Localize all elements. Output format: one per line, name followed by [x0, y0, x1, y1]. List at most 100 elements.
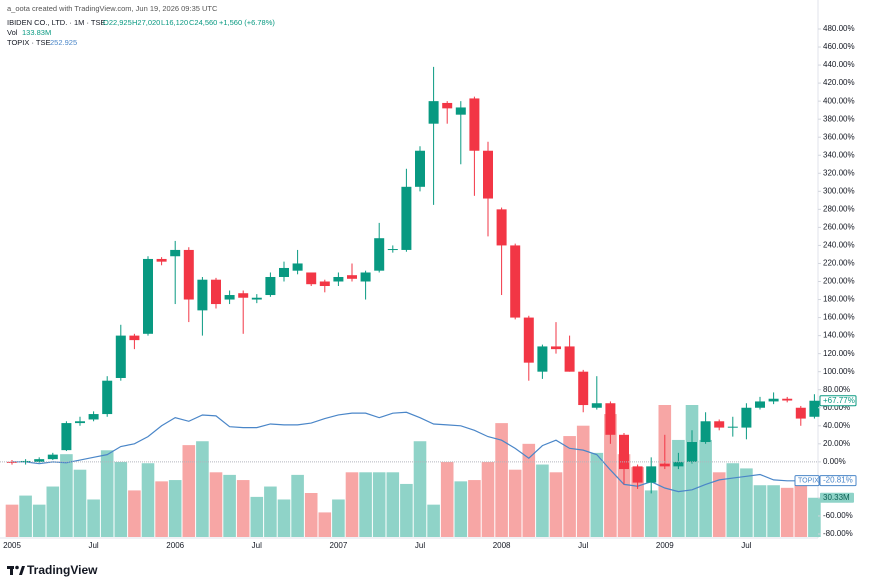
candle-body	[673, 461, 684, 467]
candle-body	[156, 258, 167, 262]
candle-body	[605, 403, 616, 435]
y-tick-label: 380.00%	[823, 114, 855, 123]
candle-body	[714, 421, 725, 428]
candle-body	[211, 279, 221, 305]
volume-bar	[536, 464, 549, 537]
x-tick-label: Jul	[415, 541, 425, 550]
y-tick-label: -60.00%	[823, 511, 853, 520]
candle-body	[360, 272, 371, 282]
candle-layer	[7, 66, 820, 494]
volume-bar	[32, 504, 46, 537]
compare-layer	[12, 411, 815, 493]
y-tick-label: 320.00%	[823, 168, 855, 177]
candle-body	[265, 276, 276, 296]
candle-body	[333, 276, 344, 282]
volume-bar	[291, 474, 304, 537]
candle-body	[197, 279, 208, 311]
change: +1,560 (+6.78%)	[219, 18, 275, 27]
y-tick-label: 220.00%	[823, 259, 855, 268]
candle-body	[578, 371, 589, 406]
y-tick-label: 460.00%	[823, 42, 855, 51]
volume-bar	[726, 463, 740, 537]
ohlc-open: O22,925	[103, 18, 132, 27]
candle-body	[47, 454, 58, 460]
candle-body	[619, 434, 629, 470]
volume-bar	[508, 469, 522, 537]
volume-bar	[495, 423, 508, 537]
volume-bar	[481, 461, 495, 537]
ohlc-low: L16,120	[161, 18, 188, 27]
y-tick-label: 160.00%	[823, 313, 855, 322]
candle-body	[143, 258, 153, 334]
volume-bar	[5, 504, 19, 537]
candle-body	[564, 346, 575, 372]
candle-body	[20, 460, 31, 462]
candle-body	[428, 101, 439, 124]
x-tick-label: 2008	[493, 541, 511, 550]
candle-body	[224, 295, 235, 300]
volume-bar	[454, 481, 468, 537]
volume-bar	[549, 472, 563, 537]
candle-body	[700, 421, 711, 443]
candle-body	[306, 272, 317, 285]
volume-bar	[576, 425, 590, 537]
volume-bar	[100, 450, 114, 537]
volume-bar	[264, 486, 277, 537]
volume-bar	[318, 512, 332, 537]
volume-bar	[590, 452, 604, 537]
candle-body	[469, 98, 480, 151]
volume-bar	[522, 443, 536, 537]
compare-line	[12, 411, 815, 493]
candle-body	[129, 335, 140, 341]
volume-bar	[87, 499, 100, 537]
y-tick-label: 20.00%	[823, 439, 850, 448]
volume-bar	[73, 469, 87, 537]
volume-bar	[440, 461, 454, 537]
candle-body	[809, 400, 820, 417]
y-tick-label: -80.00%	[823, 529, 853, 538]
x-tick-label: Jul	[252, 541, 262, 550]
volume-bar	[277, 499, 291, 537]
candle-body	[510, 245, 521, 318]
volume-label: Vol	[7, 28, 18, 37]
candle-body	[319, 281, 330, 287]
volume-bar	[250, 496, 264, 537]
x-tick-label: Jul	[88, 541, 98, 550]
y-tick-label: 480.00%	[823, 24, 855, 33]
candle-body	[659, 463, 670, 467]
price-tag-label: +67.77%	[823, 396, 855, 405]
volume-bar	[359, 472, 372, 537]
volume-bar	[223, 474, 236, 537]
candle-body	[34, 459, 45, 462]
candle-body	[523, 317, 534, 363]
candle-body	[687, 442, 697, 462]
candle-body	[755, 401, 765, 408]
volume-bar	[685, 405, 699, 537]
candle-body	[279, 267, 289, 277]
volume-bar	[168, 480, 182, 537]
y-tick-label: 280.00%	[823, 204, 855, 213]
candle-body	[591, 403, 602, 408]
y-tick-label: 0.00%	[823, 457, 846, 466]
candle-body	[251, 297, 262, 300]
volume-bar	[644, 490, 658, 537]
candle-body	[537, 346, 548, 372]
candle-body	[61, 423, 72, 451]
y-tick-label: 120.00%	[823, 349, 855, 358]
y-tick-label: 180.00%	[823, 295, 855, 304]
ohlc-high: H27,020	[132, 18, 160, 27]
volume-layer	[5, 405, 821, 537]
volume-bar	[767, 485, 780, 537]
volume-bar	[19, 495, 32, 537]
volume-bar	[712, 472, 726, 537]
candle-body	[374, 238, 385, 271]
y-tick-label: 240.00%	[823, 241, 855, 250]
candle-body	[115, 335, 126, 378]
y-tick-label: 40.00%	[823, 421, 850, 430]
candle-body	[646, 466, 657, 483]
candle-body	[768, 398, 779, 402]
y-tick-label: 200.00%	[823, 277, 855, 286]
candle-body	[632, 466, 643, 483]
candle-body	[387, 249, 398, 251]
